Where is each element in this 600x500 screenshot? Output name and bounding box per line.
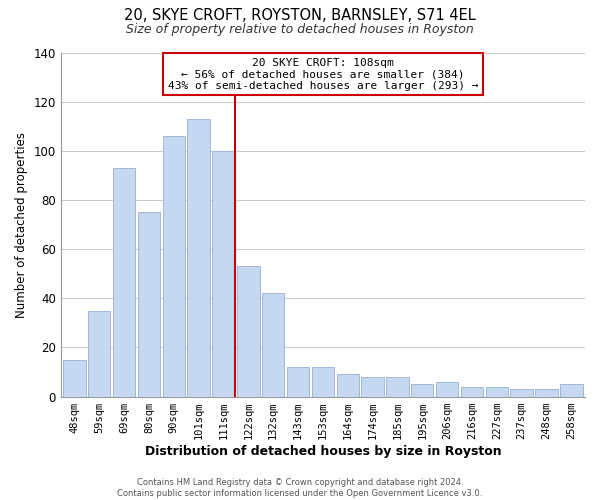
Bar (113, 168, 136, 396)
Bar (88, 310, 110, 396)
Y-axis label: Number of detached properties: Number of detached properties (15, 132, 28, 318)
Bar (163, 136, 185, 396)
Bar (212, 151, 235, 396)
Bar (63, 360, 86, 397)
Bar (262, 294, 284, 397)
Bar (535, 389, 557, 396)
Bar (411, 384, 433, 396)
Text: 20 SKYE CROFT: 108sqm
← 56% of detached houses are smaller (384)
43% of semi-det: 20 SKYE CROFT: 108sqm ← 56% of detached … (167, 58, 478, 91)
Bar (337, 374, 359, 396)
Bar (138, 212, 160, 396)
Bar (386, 377, 409, 396)
Bar (560, 384, 583, 396)
Text: Contains HM Land Registry data © Crown copyright and database right 2024.
Contai: Contains HM Land Registry data © Crown c… (118, 478, 482, 498)
Text: 20, SKYE CROFT, ROYSTON, BARNSLEY, S71 4EL: 20, SKYE CROFT, ROYSTON, BARNSLEY, S71 4… (124, 8, 476, 22)
Bar (436, 382, 458, 396)
Bar (511, 389, 533, 396)
X-axis label: Distribution of detached houses by size in Royston: Distribution of detached houses by size … (145, 444, 501, 458)
Bar (461, 387, 483, 396)
Bar (187, 119, 210, 396)
Bar (312, 367, 334, 396)
Text: Size of property relative to detached houses in Royston: Size of property relative to detached ho… (126, 22, 474, 36)
Bar (237, 266, 260, 396)
Bar (361, 377, 384, 396)
Bar (485, 387, 508, 396)
Bar (287, 367, 309, 396)
